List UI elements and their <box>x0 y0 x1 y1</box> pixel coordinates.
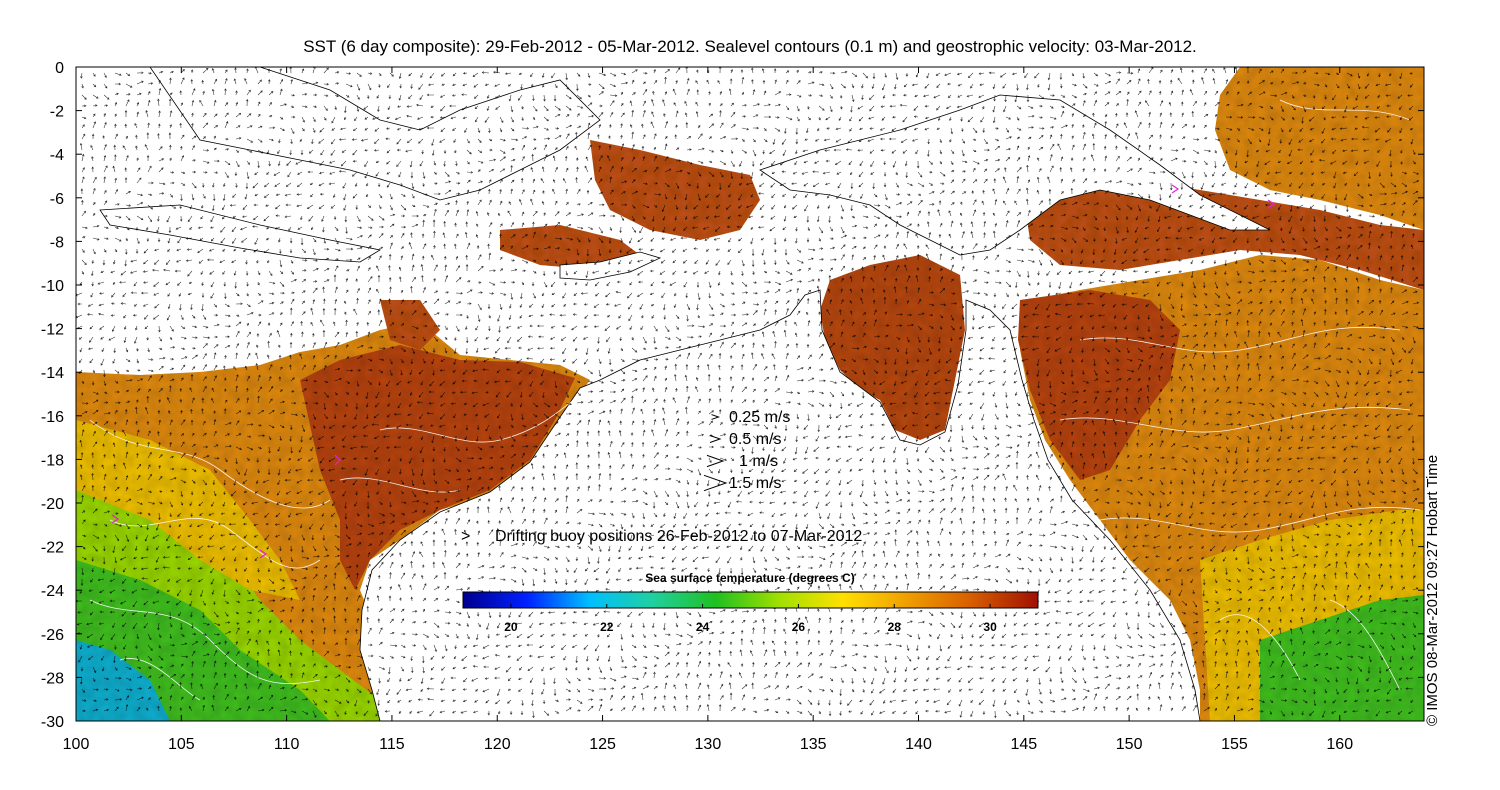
x-tick-label: 150 <box>1116 736 1143 753</box>
y-tick-label: -30 <box>41 714 64 731</box>
y-tick-label: -26 <box>41 627 64 644</box>
sst-se-green <box>1260 595 1424 721</box>
sst-java-sea <box>590 140 760 240</box>
y-tick-label: -12 <box>41 322 64 339</box>
velocity-legend-label: 0.5 m/s <box>729 431 781 448</box>
x-tick-label: 140 <box>905 736 932 753</box>
buoy-markers <box>111 184 1276 559</box>
velocity-legend-arrow <box>703 474 728 492</box>
buoy-legend: > Drifting buoy positions 26-Feb-2012 to… <box>461 528 862 545</box>
velocity-legend-arrow <box>711 414 721 420</box>
y-tick-label: -28 <box>41 670 64 687</box>
y-tick-label: -22 <box>41 540 64 557</box>
colorbar-tick-label: 30 <box>983 620 997 634</box>
velocity-legend-arrow <box>706 454 725 468</box>
new-guinea-land <box>759 94 1271 256</box>
colorbar-tick-label: 26 <box>792 620 806 634</box>
buoy-legend-label: Drifting buoy positions 26-Feb-2012 to 0… <box>495 528 862 545</box>
x-tick-label: 115 <box>379 736 405 753</box>
timor-land <box>559 251 662 281</box>
plot-frame <box>75 66 1425 722</box>
sst-west-yellow <box>76 420 300 600</box>
x-tick-label: 130 <box>695 736 722 753</box>
sst-gulf-carpentaria <box>820 255 965 440</box>
x-tick-label: 135 <box>800 736 827 753</box>
x-tick-label: 120 <box>484 736 511 753</box>
copyright-text: © IMOS 08-Mar-2012 09:27 Hobart Time <box>1424 454 1441 726</box>
y-tick-label: -6 <box>50 191 64 208</box>
colorbar-tick-label: 24 <box>696 620 710 634</box>
velocity-legend-label: 1 m/s <box>739 453 778 470</box>
colorbar-tick-label: 22 <box>600 620 614 634</box>
y-tick-label: 0 <box>55 60 64 77</box>
land <box>99 67 1271 721</box>
y-tick-label: -10 <box>41 278 64 295</box>
velocity-legend-label: 0.25 m/s <box>729 409 790 426</box>
sst-pacific-north <box>1215 67 1424 230</box>
x-tick-label: 125 <box>589 736 616 753</box>
colorbar-tick-label: 20 <box>504 620 518 634</box>
y-tick-label: -18 <box>41 452 64 469</box>
sst-png-north <box>1020 170 1424 290</box>
velocity-legend-label: 1.5 m/s <box>729 475 781 492</box>
velocity-legend: 0.25 m/s 0.5 m/s 1 m/s 1.5 m/s <box>703 409 790 492</box>
velocity-arrow-field <box>76 67 1420 719</box>
colorbar-title: Sea surface temperature (degrees C) <box>645 571 854 585</box>
y-tick-label: -20 <box>41 496 64 513</box>
y-tick-label: -8 <box>50 234 64 251</box>
y-axis: 0 -2 -4 -6 -8 -10 -12 -14 -16 -18 -20 -22 -24 -26 -28 -… <box>41 60 1424 731</box>
x-tick-label: 100 <box>63 736 90 753</box>
map-plot-area <box>76 67 1424 721</box>
australia-land <box>359 289 1201 721</box>
x-tick-label: 155 <box>1221 736 1248 753</box>
y-tick-label: -2 <box>50 104 64 121</box>
y-tick-label: -14 <box>41 365 64 382</box>
colorbar-gradient <box>462 591 1039 609</box>
sst-nw-shelf-hot <box>300 345 575 590</box>
velocity-arrows <box>76 67 1420 719</box>
x-tick-label: 160 <box>1326 736 1353 753</box>
x-tick-label: 145 <box>1010 736 1037 753</box>
y-tick-label: -16 <box>41 409 64 426</box>
y-tick-label: -4 <box>50 147 64 164</box>
x-tick-label: 105 <box>168 736 195 753</box>
colorbar: Sea surface temperature (degrees C) 20 22… <box>462 571 1039 634</box>
y-tick-label: -24 <box>41 583 64 600</box>
java-land <box>99 204 382 263</box>
colorbar-tick-label: 28 <box>888 620 902 634</box>
sumatra-borneo-land <box>149 67 601 201</box>
velocity-legend-arrow <box>709 435 722 443</box>
sst-banda-sea <box>500 225 640 270</box>
x-axis: 100 105 110 115 120 125 130 135 140 145 150 155 160 <box>63 67 1353 753</box>
map-title: SST (6 day composite): 29-Feb-2012 - 05-… <box>303 37 1197 56</box>
colorbar-ticks: 20 22 24 26 28 30 <box>504 604 997 634</box>
x-tick-label: 110 <box>274 736 300 753</box>
sst-west-cool <box>76 640 170 721</box>
buoy-legend-marker: > <box>461 528 470 545</box>
